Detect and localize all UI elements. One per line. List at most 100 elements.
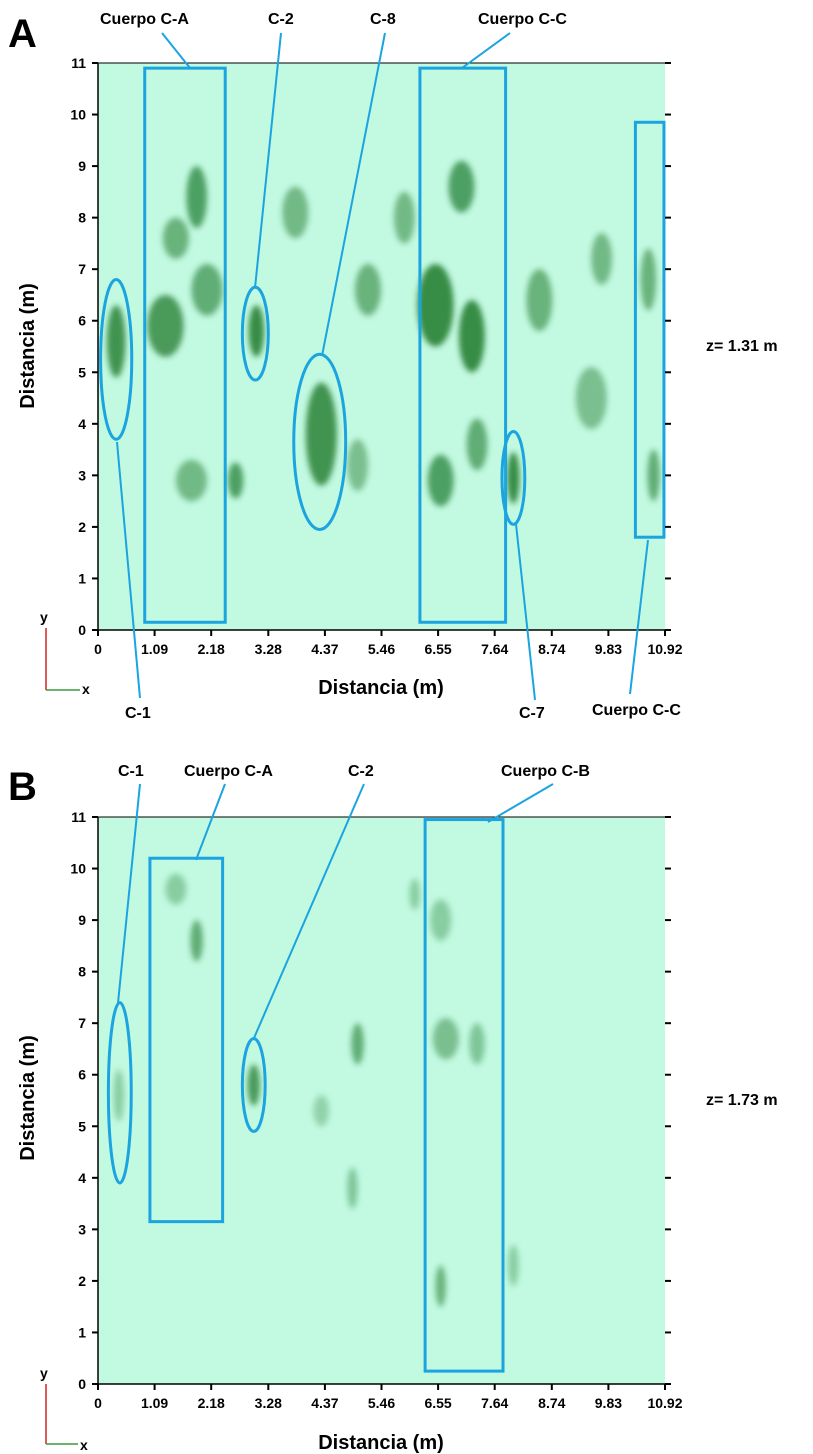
- anomaly-blob-15: [448, 160, 475, 213]
- y-tick-label: 11: [71, 55, 86, 71]
- y-tick-label: 8: [78, 964, 86, 980]
- anomaly-blob-7: [248, 305, 265, 357]
- anomaly-blob-23: [647, 449, 660, 502]
- x-axis-title-b: Distancia (m): [318, 1432, 444, 1454]
- anomaly-blob-3: [191, 264, 223, 316]
- anomaly-blob-8: [469, 1023, 485, 1065]
- anomaly-blob-6: [227, 462, 244, 499]
- anomaly-blob-22: [640, 248, 657, 311]
- anomaly-blob-0: [190, 920, 203, 962]
- y-tick-label: 0: [78, 1376, 86, 1392]
- x-tick-label: 10.92: [647, 1395, 682, 1411]
- label-cuerpo-cb-b: Cuerpo C-B: [501, 763, 590, 780]
- anomaly-blob-12: [409, 878, 420, 910]
- y-tick-label: 1: [78, 570, 86, 586]
- anomaly-blob-10: [355, 264, 381, 316]
- outline-rect-cuerpo-c-a-0: [143, 66, 227, 624]
- y-tick-label: 10: [70, 861, 86, 877]
- x-tick-label: 9.83: [595, 641, 622, 657]
- annotation-layer-b: [106, 818, 505, 1373]
- anomaly-blob-4: [162, 217, 189, 259]
- panel-a: A 0 1.09 2.18 3.28 4.37 5.46 6.55 7.64 8.74 9.83 1…: [8, 11, 778, 722]
- label-c7-a: C-7: [519, 705, 545, 722]
- leader-line-cuerpo-cc-right-a: [629, 539, 649, 695]
- y-tick-label: 0: [78, 622, 86, 638]
- x-tick-label: 2.18: [198, 641, 225, 657]
- x-tick-label: 3.28: [255, 641, 282, 657]
- depth-label-b: z= 1.73 m: [706, 1092, 778, 1109]
- y-tick-label: 2: [78, 519, 86, 535]
- leader-line-c8-a: [321, 32, 386, 357]
- x-tick-label: 0: [94, 1395, 102, 1411]
- heatmap-background-b: [98, 817, 665, 1384]
- x-tick-label: 8.74: [538, 641, 565, 657]
- anomaly-blob-17: [466, 418, 488, 471]
- outline-ellipse-c-7-5: [500, 430, 527, 526]
- y-tick-label: 10: [70, 107, 86, 123]
- y-tick-label: 11: [71, 809, 86, 825]
- anomaly-blob-2: [113, 1069, 124, 1122]
- leader-line-cuerpo-cb-b: [487, 783, 554, 823]
- anomaly-blob-10: [313, 1095, 330, 1127]
- y-tick-label: 3: [78, 1221, 86, 1237]
- x-tick-label: 0: [94, 641, 102, 657]
- y-tick-label: 9: [78, 158, 86, 174]
- x-tick-label: 9.83: [595, 1395, 622, 1411]
- y-tick-label: 2: [78, 1273, 86, 1289]
- anomaly-blob-8: [282, 186, 309, 239]
- anomaly-blob-1: [147, 294, 184, 357]
- outline-ellipse-c-1-4: [99, 277, 134, 441]
- x-tick-label: 3.28: [255, 1395, 282, 1411]
- label-cuerpo-cc-right-a: Cuerpo C-C: [592, 702, 681, 719]
- depth-label-a: z= 1.31 m: [706, 338, 778, 355]
- x-tick-label: 8.74: [538, 1395, 565, 1411]
- x-tick-label: 1.09: [141, 641, 168, 657]
- anomaly-blob-13: [417, 264, 454, 347]
- anomaly-blob-5: [347, 1167, 358, 1209]
- y-tick-label: 4: [78, 416, 86, 432]
- label-c1-a: C-1: [125, 705, 151, 722]
- anomaly-blob-11: [347, 439, 368, 491]
- label-cuerpo-cc-a: Cuerpo C-C: [478, 11, 567, 28]
- anomaly-blob-21: [591, 233, 613, 285]
- x-tick-label: 7.64: [481, 641, 508, 657]
- outline-ellipse-c-2-2: [240, 1037, 267, 1133]
- anomaly-blob-16: [427, 454, 454, 507]
- label-c2-b: C-2: [348, 763, 374, 780]
- leader-line-cuerpo-cc-a: [461, 32, 511, 69]
- y-tick-label: 4: [78, 1170, 86, 1186]
- anomaly-blob-1: [165, 873, 187, 905]
- x-tick-label: 2.18: [198, 1395, 225, 1411]
- anomaly-blob-19: [526, 269, 553, 332]
- x-tick-label: 6.55: [424, 641, 451, 657]
- axes-b: 0 1.09 2.18 3.28 4.37 5.46 6.55 7.64 8.74 9.83 10.…: [70, 809, 682, 1411]
- x-tick-label: 7.64: [481, 1395, 508, 1411]
- anomaly-layer-a: [106, 160, 660, 507]
- panel-letter-b: B: [8, 765, 37, 809]
- x-axis-title-a: Distancia (m): [318, 677, 444, 699]
- leader-line-c2-b: [253, 783, 365, 1039]
- heatmap-background-a: [98, 63, 665, 630]
- orientation-indicator-b: y x: [40, 1365, 88, 1453]
- anomaly-blob-9: [305, 382, 337, 486]
- orientation-y-label-b: y: [40, 1365, 48, 1381]
- y-axis-title-b: Distancia (m): [17, 1035, 39, 1161]
- x-tick-label: 5.46: [368, 1395, 395, 1411]
- y-tick-label: 7: [78, 261, 86, 277]
- anomaly-blob-12: [393, 191, 415, 244]
- anomaly-blob-5: [175, 459, 208, 502]
- orientation-indicator-a: y x: [40, 609, 90, 697]
- anomaly-blob-14: [458, 300, 485, 373]
- anomaly-blob-3: [247, 1064, 260, 1106]
- anomaly-blob-11: [508, 1244, 519, 1287]
- leader-line-cuerpo-ca-a: [161, 32, 191, 69]
- leader-line-c2-a: [254, 32, 282, 289]
- orientation-x-label-b: x: [80, 1437, 88, 1453]
- anomaly-blob-7: [432, 1018, 459, 1060]
- anomaly-blob-9: [430, 899, 452, 941]
- anomaly-blob-4: [351, 1023, 364, 1065]
- x-tick-label: 5.46: [368, 641, 395, 657]
- y-tick-label: 5: [78, 364, 86, 380]
- outline-rect-cuerpo-c-a-1: [148, 856, 225, 1224]
- x-tick-label: 4.37: [311, 1395, 338, 1411]
